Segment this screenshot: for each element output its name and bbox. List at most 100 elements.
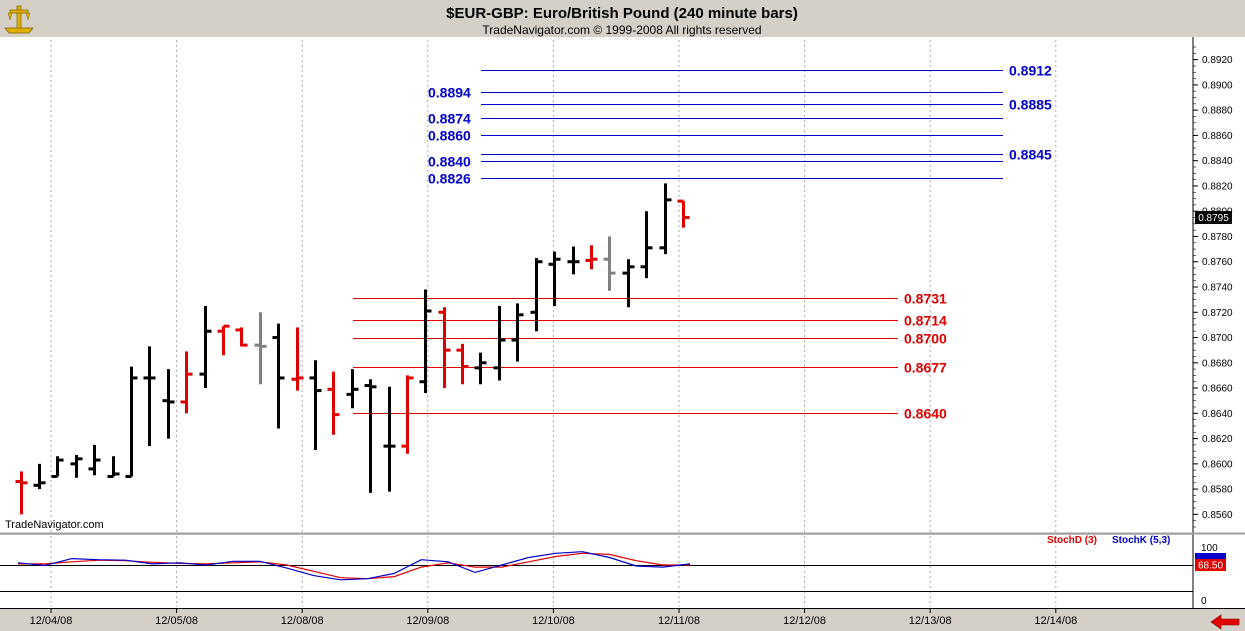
last-price-label: 0.8795 [1198, 213, 1229, 224]
stoch-k-marker [1195, 553, 1226, 559]
ohlc-bar [217, 324, 230, 356]
ohlc-bar [603, 236, 616, 291]
ohlc-bar [235, 327, 248, 347]
x-tick-label: 12/05/08 [155, 615, 198, 627]
ohlc-bar [364, 379, 377, 493]
ohlc-bar [254, 312, 267, 385]
support-label: 0.8731 [904, 291, 947, 307]
ohlc-bar [419, 289, 432, 394]
y-tick-label: 0.8840 [1202, 156, 1233, 167]
ohlc-bar [291, 327, 304, 391]
trade-navigator-logo [4, 5, 34, 34]
y-tick-label: 0.8860 [1202, 131, 1233, 142]
watermark-text: TradeNavigator.com [5, 519, 104, 531]
resistance-label: 0.8826 [428, 171, 471, 187]
ohlc-bar [493, 305, 506, 381]
x-tick-label: 12/13/08 [909, 615, 952, 627]
x-tick-label: 12/12/08 [783, 615, 826, 627]
resistance-label: 0.8860 [428, 128, 471, 144]
ohlc-bar [15, 471, 28, 515]
support-label: 0.8714 [904, 313, 947, 329]
x-tick-label: 12/04/08 [30, 615, 73, 627]
ohlc-bar [162, 369, 175, 439]
y-tick-label: 0.8580 [1202, 485, 1233, 496]
ohlc-bar [622, 259, 635, 308]
ohlc-bar [530, 257, 543, 332]
y-tick-label: 0.8700 [1202, 333, 1233, 344]
y-tick-label: 0.8920 [1202, 55, 1233, 66]
ohlc-bar [272, 323, 285, 429]
support-label: 0.8677 [904, 360, 947, 376]
ohlc-bar [548, 251, 561, 306]
resistance-label: 0.8912 [1009, 63, 1052, 79]
ohlc-bar [585, 245, 598, 270]
x-tick-label: 12/09/08 [406, 615, 449, 627]
ohlc-bar [327, 371, 340, 435]
ohlc-bar [567, 246, 580, 275]
y-tick-label: 0.8900 [1202, 80, 1233, 91]
y-tick-label: 0.8660 [1202, 384, 1233, 395]
x-tick-label: 12/08/08 [281, 615, 324, 627]
y-tick-label: 0.8640 [1202, 409, 1233, 420]
stoch-d-legend: StochD (3) [1047, 535, 1097, 546]
y-tick-label: 0.8820 [1202, 181, 1233, 192]
y-tick-label: 0.8620 [1202, 434, 1233, 445]
ohlc-bar [659, 183, 672, 255]
last-price-badge [1195, 211, 1232, 225]
stoch-k-line [17, 551, 691, 581]
ohlc-bar [401, 375, 414, 454]
copyright-text: TradeNavigator.com © 1999-2008 All right… [482, 23, 761, 37]
ohlc-bar [70, 455, 83, 478]
resistance-label: 0.8885 [1009, 97, 1052, 113]
ohlc-bar [309, 360, 322, 450]
stoch-k-legend: StochK (5,3) [1112, 535, 1170, 546]
resistance-label: 0.8894 [428, 85, 471, 101]
y-tick-label: 0.8780 [1202, 232, 1233, 243]
ohlc-bar [125, 366, 138, 478]
resistance-label: 0.8845 [1009, 147, 1052, 163]
stoch-last-badge [1195, 559, 1226, 571]
stochastic-indicator: StochD (3) StochK (5,3) 100 0 68.50 [0, 535, 1226, 607]
ohlc-bar [383, 386, 396, 492]
stoch-axis-bottom: 0 [1201, 596, 1207, 607]
ohlc-bar [640, 211, 653, 279]
y-tick-label: 0.8680 [1202, 358, 1233, 369]
y-tick-label: 0.8760 [1202, 257, 1233, 268]
resistance-label: 0.8874 [428, 111, 471, 127]
ohlc-bar [346, 369, 359, 409]
price-panel [0, 37, 1193, 533]
x-tick-label: 12/14/08 [1034, 615, 1077, 627]
y-axis-panel [1193, 37, 1245, 608]
resistance-label: 0.8840 [428, 154, 471, 170]
ohlc-bar [511, 303, 524, 362]
ohlc-bar [107, 456, 120, 478]
ohlc-bar [438, 307, 451, 389]
ohlc-bar [143, 346, 156, 447]
support-label: 0.8640 [904, 406, 947, 422]
stoch-last-value: 68.50 [1198, 561, 1223, 572]
x-axis: 12/04/08 12/05/08 12/08/08 12/09/08 12/10/08… [30, 608, 1077, 627]
ohlc-bar [51, 456, 64, 478]
ohlc-bars [15, 183, 690, 515]
y-tick-label: 0.8600 [1202, 459, 1233, 470]
y-tick-label: 0.8880 [1202, 106, 1233, 117]
y-tick-label: 0.8720 [1202, 308, 1233, 319]
ohlc-bar [456, 343, 469, 385]
x-tick-label: 12/10/08 [532, 615, 575, 627]
chart-title: $EUR-GBP: Euro/British Pound (240 minute… [446, 5, 798, 22]
y-tick-label: 0.8560 [1202, 510, 1233, 521]
ohlc-bar [180, 351, 193, 414]
ohlc-bar [677, 199, 690, 228]
stochastic-panel [0, 535, 1193, 608]
stoch-axis-top: 100 [1201, 543, 1218, 554]
y-tick-label: 0.8740 [1202, 283, 1233, 294]
x-tick-label: 12/11/08 [658, 615, 700, 627]
ohlc-bar [199, 305, 212, 389]
support-label: 0.8700 [904, 331, 947, 347]
scroll-left-arrow-icon[interactable] [1209, 614, 1243, 630]
ohlc-bar [88, 444, 101, 476]
ohlc-bar [33, 463, 46, 490]
ohlc-bar [474, 352, 487, 385]
